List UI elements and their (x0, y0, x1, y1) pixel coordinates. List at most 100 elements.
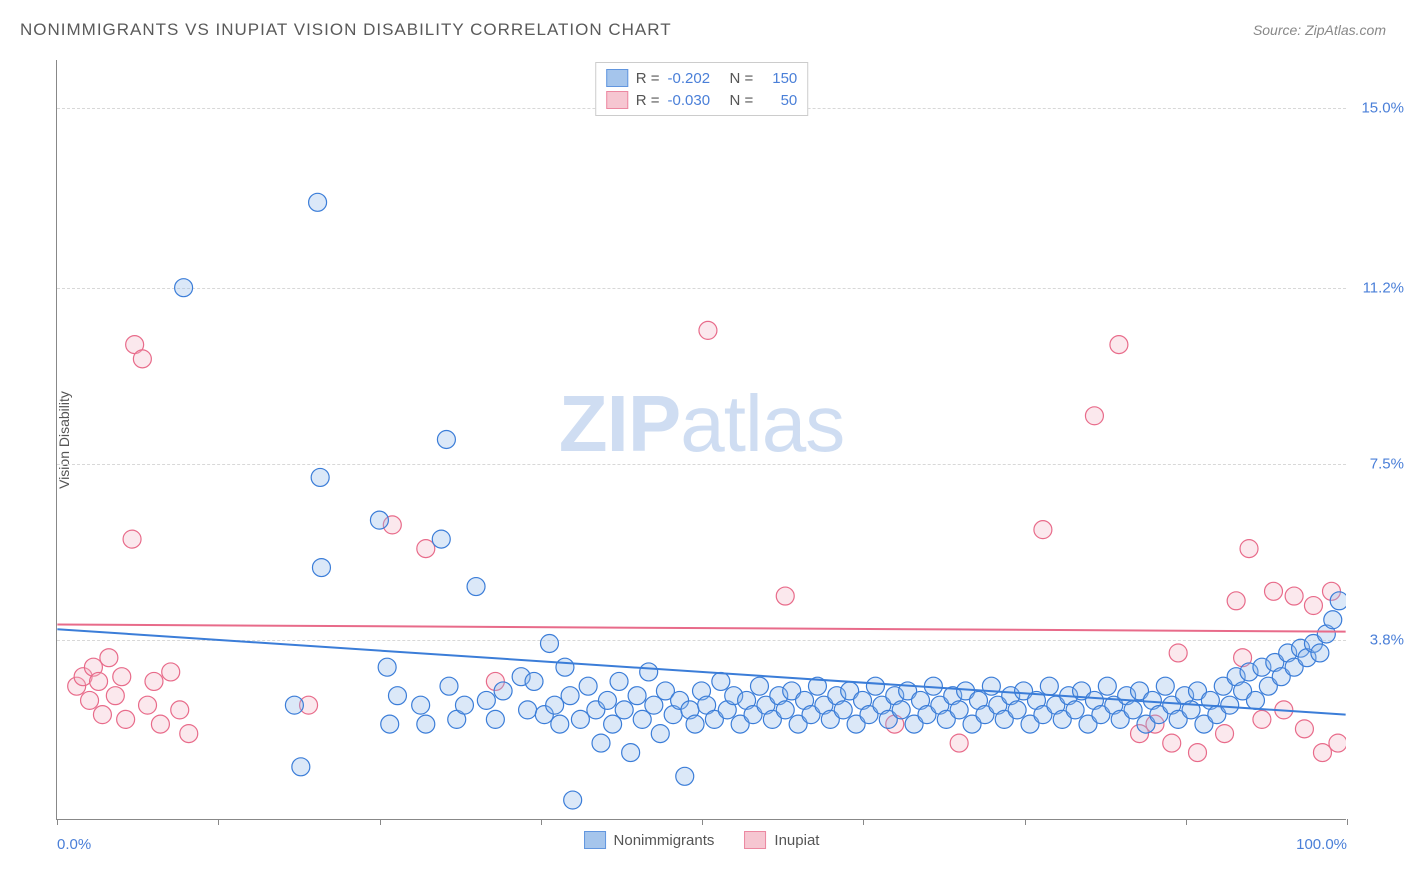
data-point (556, 658, 574, 676)
data-point (1169, 644, 1187, 662)
data-point (1221, 696, 1239, 714)
data-point (117, 710, 135, 728)
data-point (477, 691, 495, 709)
y-tick-label: 7.5% (1354, 455, 1404, 472)
data-point (494, 682, 512, 700)
data-point (455, 696, 473, 714)
data-point (564, 791, 582, 809)
data-point (950, 734, 968, 752)
y-tick-label: 15.0% (1354, 99, 1404, 116)
data-point (285, 696, 303, 714)
scatter-svg (57, 60, 1346, 819)
data-point (417, 540, 435, 558)
data-point (417, 715, 435, 733)
data-point (598, 691, 616, 709)
data-point (592, 734, 610, 752)
stat-r-label: R = (636, 92, 660, 109)
data-point (1124, 701, 1142, 719)
data-point (571, 710, 589, 728)
stat-n-label: N = (730, 92, 754, 109)
x-tick (380, 819, 381, 825)
data-point (622, 744, 640, 762)
data-point (776, 701, 794, 719)
data-point (699, 321, 717, 339)
x-tick (57, 819, 58, 825)
x-tick (1347, 819, 1348, 825)
legend-swatch (584, 831, 606, 849)
stat-n-value: 150 (761, 70, 797, 87)
data-point (1304, 597, 1322, 615)
stats-legend: R =-0.202N =150R =-0.030N =50 (595, 62, 809, 116)
data-point (1156, 677, 1174, 695)
x-tick (863, 819, 864, 825)
data-point (437, 431, 455, 449)
data-point (579, 677, 597, 695)
data-point (100, 649, 118, 667)
data-point (139, 696, 157, 714)
data-point (1295, 720, 1313, 738)
data-point (1324, 611, 1342, 629)
data-point (540, 634, 558, 652)
data-point (628, 687, 646, 705)
data-point (106, 687, 124, 705)
data-point (162, 663, 180, 681)
x-tick (702, 819, 703, 825)
data-point (311, 468, 329, 486)
x-tick-label: 100.0% (1296, 836, 1347, 853)
x-tick (1186, 819, 1187, 825)
stats-row: R =-0.030N =50 (606, 89, 798, 111)
data-point (1008, 701, 1026, 719)
chart-source: Source: ZipAtlas.com (1253, 22, 1386, 38)
data-point (171, 701, 189, 719)
data-point (440, 677, 458, 695)
data-point (180, 725, 198, 743)
legend-item: Nonimmigrants (584, 831, 715, 849)
data-point (1110, 336, 1128, 354)
data-point (686, 715, 704, 733)
data-point (1313, 744, 1331, 762)
stat-n-label: N = (730, 70, 754, 87)
data-point (388, 687, 406, 705)
data-point (950, 701, 968, 719)
legend-swatch (606, 69, 628, 87)
data-point (640, 663, 658, 681)
data-point (486, 710, 504, 728)
data-point (1085, 407, 1103, 425)
data-point (1163, 734, 1181, 752)
data-point (1311, 644, 1329, 662)
data-point (432, 530, 450, 548)
data-point (892, 701, 910, 719)
data-point (676, 767, 694, 785)
x-tick (218, 819, 219, 825)
legend-item: Inupiat (744, 831, 819, 849)
data-point (292, 758, 310, 776)
data-point (1066, 701, 1084, 719)
chart-plot-area: Vision Disability ZIPatlas 3.8%7.5%11.2%… (56, 60, 1346, 820)
data-point (610, 672, 628, 690)
series-legend: Nonimmigrants Inupiat (584, 831, 820, 849)
y-tick-label: 3.8% (1354, 631, 1404, 648)
stats-row: R =-0.202N =150 (606, 67, 798, 89)
data-point (712, 672, 730, 690)
data-point (1246, 691, 1264, 709)
data-point (834, 701, 852, 719)
data-point (381, 715, 399, 733)
data-point (750, 677, 768, 695)
data-point (1253, 710, 1271, 728)
legend-label: Nonimmigrants (614, 832, 715, 849)
data-point (1040, 677, 1058, 695)
data-point (90, 672, 108, 690)
data-point (113, 668, 131, 686)
data-point (1285, 587, 1303, 605)
data-point (519, 701, 537, 719)
trend-line (57, 625, 1345, 632)
data-point (175, 279, 193, 297)
chart-title: NONIMMIGRANTS VS INUPIAT VISION DISABILI… (20, 20, 672, 40)
stat-r-value: -0.202 (668, 70, 722, 87)
stat-n-value: 50 (761, 92, 797, 109)
data-point (81, 691, 99, 709)
data-point (309, 193, 327, 211)
data-point (1240, 540, 1258, 558)
data-point (546, 696, 564, 714)
data-point (467, 578, 485, 596)
